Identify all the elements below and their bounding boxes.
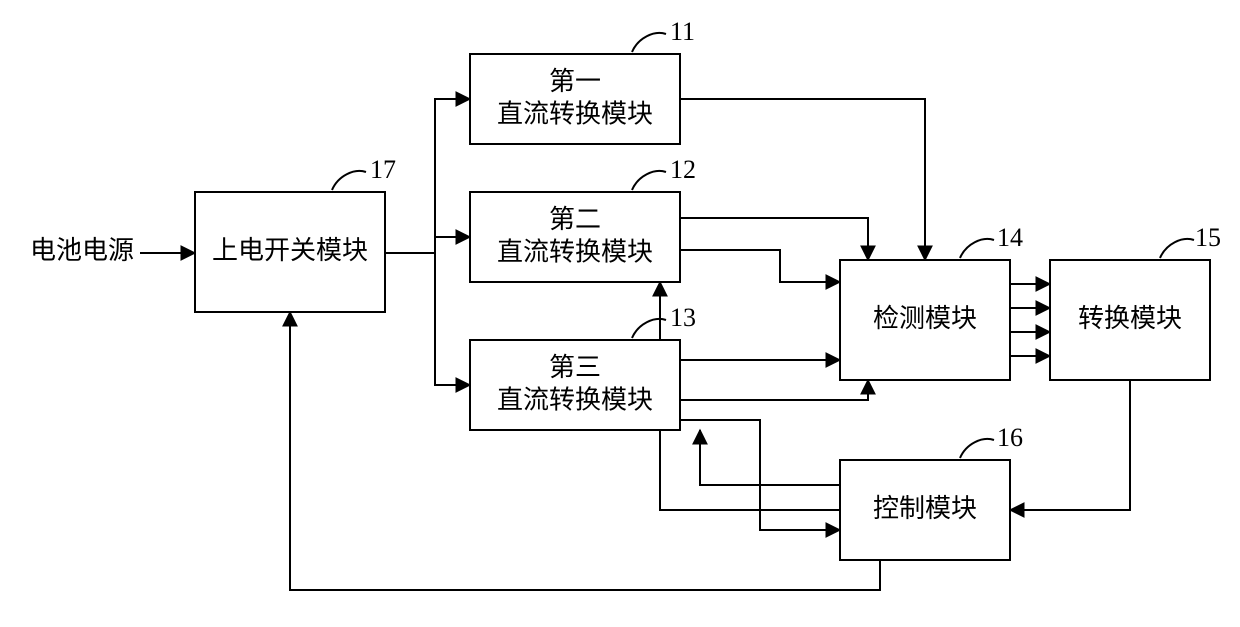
control-label-0: 控制模块 [873, 494, 977, 523]
dc2-ref: 12 [670, 155, 696, 184]
convert-ref: 15 [1195, 223, 1221, 252]
detect-ref: 14 [997, 223, 1023, 252]
dc2-ref-hook [632, 171, 666, 190]
dc1-to-detect [680, 99, 925, 260]
dc3-label-1: 直流转换模块 [497, 385, 653, 414]
battery-label: 电池电源 [30, 236, 134, 265]
dc1-label-1: 直流转换模块 [497, 99, 653, 128]
dc1-ref-hook [632, 33, 666, 52]
dc3-ref: 13 [670, 303, 696, 332]
dc3-block: 第三直流转换模块 13 [470, 303, 696, 430]
detect-ref-hook [960, 239, 994, 258]
dc2-to-detect-upper [680, 218, 868, 260]
dc1-block: 第一直流转换模块 11 [470, 17, 695, 144]
power_switch-block: 上电开关模块 17 [195, 155, 396, 312]
control-ref: 16 [997, 423, 1023, 452]
convert-ref-hook [1160, 239, 1194, 258]
power_switch-ref: 17 [370, 155, 396, 184]
convert-to-control [1010, 380, 1130, 510]
dc1-ref: 11 [670, 17, 695, 46]
dc3-to-detect-lower [680, 380, 868, 400]
dc3-label-0: 第三 [549, 353, 601, 382]
block-diagram: 电池电源上电开关模块17第一直流转换模块11第二直流转换模块12第三直流转换模块… [0, 0, 1240, 627]
control-to-dc3-feedback [680, 420, 840, 530]
detect-label-0: 检测模块 [873, 304, 977, 333]
power_switch-ref-hook [332, 171, 366, 190]
dc2-label-0: 第二 [549, 205, 601, 234]
bus-to-dc1 [435, 99, 470, 253]
convert-label-0: 转换模块 [1078, 304, 1182, 333]
convert-block: 转换模块 15 [1050, 223, 1221, 380]
dc1-label-0: 第一 [549, 67, 601, 96]
dc2-to-detect-lower [680, 250, 840, 282]
power_switch-label-0: 上电开关模块 [212, 236, 368, 265]
control-to-dc3 [700, 430, 840, 485]
control-block: 控制模块 16 [840, 423, 1023, 560]
dc2-block: 第二直流转换模块 12 [470, 155, 696, 282]
dc2-label-1: 直流转换模块 [497, 237, 653, 266]
bus-to-dc3 [435, 253, 470, 385]
control-ref-hook [960, 439, 994, 458]
